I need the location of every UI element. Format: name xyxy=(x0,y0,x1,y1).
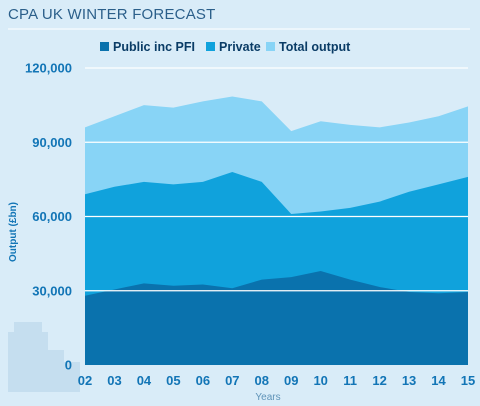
legend-swatch xyxy=(266,42,275,51)
x-tick-label: 06 xyxy=(196,373,210,388)
legend-swatch xyxy=(100,42,109,51)
legend-swatch xyxy=(206,42,215,51)
y-tick-label: 60,000 xyxy=(32,209,72,224)
chart-title: CPA UK WINTER FORECAST xyxy=(8,6,215,23)
area-public xyxy=(85,270,468,365)
y-axis-ticks: 0 30,000 60,000 90,000 120,000 xyxy=(25,61,72,373)
x-tick-label: 02 xyxy=(78,373,92,388)
legend-label: Public inc PFI xyxy=(113,40,195,54)
x-tick-label: 04 xyxy=(137,373,152,388)
y-tick-label: 0 xyxy=(65,358,72,373)
legend-label: Private xyxy=(219,40,261,54)
y-tick-label: 30,000 xyxy=(32,283,72,298)
x-tick-label: 14 xyxy=(431,373,446,388)
x-tick-label: 12 xyxy=(372,373,386,388)
legend-label: Total output xyxy=(279,40,351,54)
x-tick-label: 11 xyxy=(343,373,357,388)
skyline-decoration xyxy=(8,322,80,392)
y-tick-label: 120,000 xyxy=(25,61,72,76)
x-tick-label: 15 xyxy=(461,373,475,388)
y-axis-label: Output (£bn) xyxy=(8,202,19,262)
area-series xyxy=(85,96,468,366)
x-tick-label: 08 xyxy=(255,373,269,388)
legend: Public inc PFI Private Total output xyxy=(100,40,351,54)
x-tick-label: 09 xyxy=(284,373,298,388)
x-axis-ticks: 02 03 04 05 06 07 08 09 10 11 12 13 14 15 xyxy=(78,373,475,388)
gridlines xyxy=(85,67,468,292)
x-tick-label: 03 xyxy=(107,373,121,388)
y-tick-label: 90,000 xyxy=(32,135,72,150)
x-tick-label: 05 xyxy=(166,373,180,388)
x-tick-label: 07 xyxy=(225,373,239,388)
x-tick-label: 13 xyxy=(402,373,416,388)
x-axis-label: Years xyxy=(255,392,280,403)
x-tick-label: 10 xyxy=(313,373,327,388)
